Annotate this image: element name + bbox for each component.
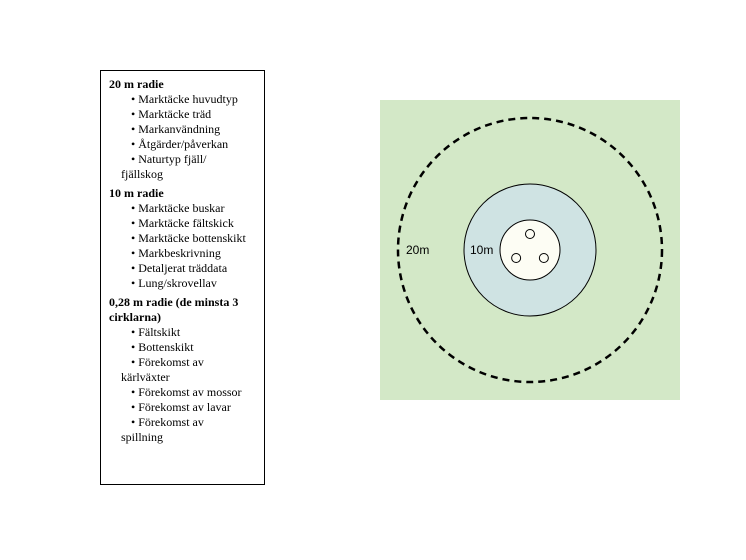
section-title: 10 m radie bbox=[109, 186, 256, 201]
list-item: Förekomst av bbox=[131, 415, 256, 430]
list-item: Markanvändning bbox=[131, 122, 256, 137]
list-item: kärlväxter bbox=[121, 370, 256, 385]
list-item: Bottenskikt bbox=[131, 340, 256, 355]
list-item: Förekomst av lavar bbox=[131, 400, 256, 415]
list-item: Detaljerat träddata bbox=[131, 261, 256, 276]
list-item: Marktäcke träd bbox=[131, 107, 256, 122]
list-item: Markbeskrivning bbox=[131, 246, 256, 261]
list-item: Lung/skrovellav bbox=[131, 276, 256, 291]
list-item: Marktäcke bottenskikt bbox=[131, 231, 256, 246]
list-item: fjällskog bbox=[121, 167, 256, 182]
section-title: 20 m radie bbox=[109, 77, 256, 92]
list-item: Marktäcke huvudtyp bbox=[131, 92, 256, 107]
label-10m: 10m bbox=[470, 243, 493, 257]
section-items: Marktäcke huvudtypMarktäcke trädMarkanvä… bbox=[131, 92, 256, 182]
list-item: Förekomst av bbox=[131, 355, 256, 370]
list-item: Marktäcke fältskick bbox=[131, 216, 256, 231]
legend-box: 20 m radieMarktäcke huvudtypMarktäcke tr… bbox=[100, 70, 265, 485]
list-item: Marktäcke buskar bbox=[131, 201, 256, 216]
section-title: 0,28 m radie (de minsta 3 cirklarna) bbox=[109, 295, 256, 325]
list-item: Förekomst av mossor bbox=[131, 385, 256, 400]
sampling-plot-diagram: 20m 10m bbox=[380, 100, 680, 400]
list-item: Fältskikt bbox=[131, 325, 256, 340]
list-item: Naturtyp fjäll/ bbox=[131, 152, 256, 167]
section-items: Marktäcke buskarMarktäcke fältskickMarkt… bbox=[131, 201, 256, 291]
list-item: spillning bbox=[121, 430, 256, 445]
label-20m: 20m bbox=[406, 243, 429, 257]
section-items: FältskiktBottenskiktFörekomst avkärlväxt… bbox=[131, 325, 256, 445]
list-item: Åtgärder/påverkan bbox=[131, 137, 256, 152]
